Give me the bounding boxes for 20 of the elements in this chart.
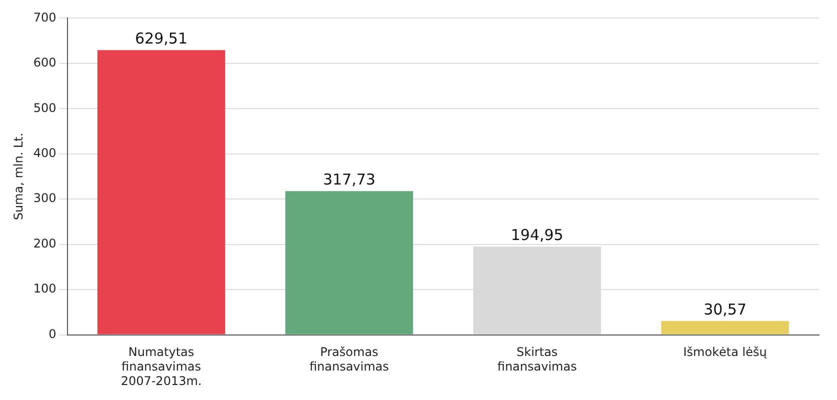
y-tick-label: 100 [33, 282, 56, 296]
y-tick-label: 200 [33, 236, 56, 250]
y-tick-label: 400 [33, 146, 56, 160]
y-tick-label: 600 [33, 56, 56, 70]
data-label: 30,57 [704, 300, 747, 318]
data-label: 194,95 [510, 226, 564, 244]
y-tick-label: 500 [33, 100, 56, 115]
x-tick-label: Išmokėta lėšų [683, 345, 768, 360]
x-tick-label: Numatytas finansavimas 2007-2013m. [120, 345, 202, 388]
data-label: 629,51 [135, 29, 188, 48]
y-tick-label: 300 [33, 191, 56, 206]
bar [97, 50, 226, 334]
x-tick-label: Prašomas finansavimas [309, 345, 389, 374]
bar [285, 191, 414, 334]
data-label: 317,73 [322, 170, 376, 188]
x-tick-label: Skirtas finansavimas [497, 345, 577, 374]
y-tick-label: 0 [48, 326, 56, 341]
y-tick-label: 700 [33, 10, 56, 24]
bar [661, 320, 789, 334]
y-axis-title: Suma, mln. Lt. [11, 132, 26, 220]
